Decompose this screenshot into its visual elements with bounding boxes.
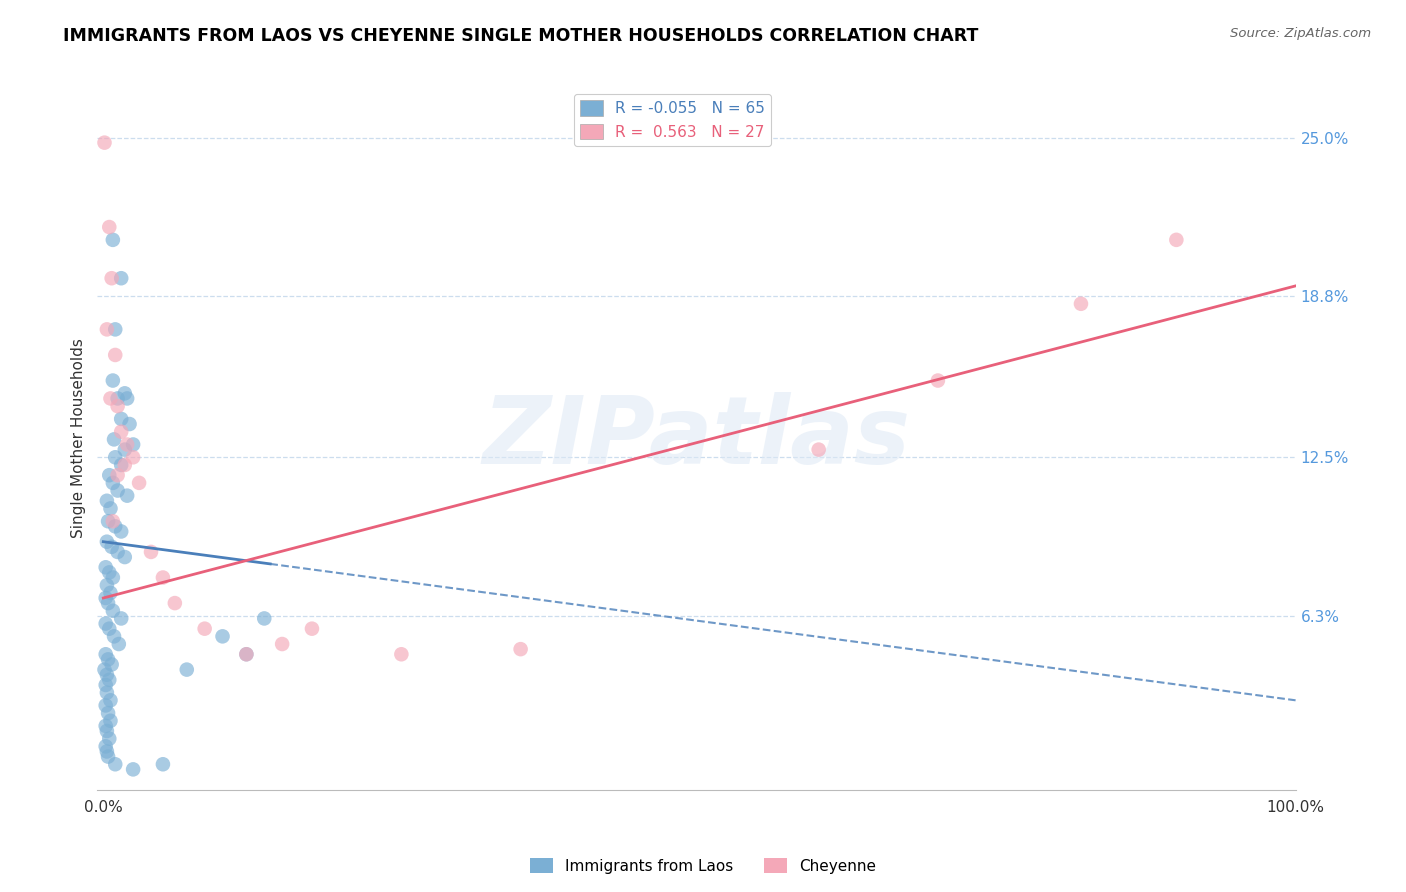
- Point: [118, 417, 141, 431]
- Point: [107, 468, 129, 483]
- Point: [97, 749, 120, 764]
- Point: [93, 663, 115, 677]
- Point: [103, 629, 125, 643]
- Point: [114, 549, 136, 564]
- Point: [98, 673, 121, 687]
- Point: [98, 468, 121, 483]
- Point: [301, 622, 323, 636]
- Point: [97, 706, 120, 720]
- Legend: R = -0.055   N = 65, R =  0.563   N = 27: R = -0.055 N = 65, R = 0.563 N = 27: [574, 94, 770, 145]
- Point: [94, 678, 117, 692]
- Point: [235, 647, 257, 661]
- Point: [110, 425, 132, 439]
- Point: [152, 757, 174, 772]
- Point: [94, 560, 117, 574]
- Point: [97, 514, 120, 528]
- Point: [100, 540, 122, 554]
- Point: [107, 483, 129, 498]
- Point: [94, 739, 117, 754]
- Point: [271, 637, 294, 651]
- Point: [98, 566, 121, 580]
- Point: [94, 647, 117, 661]
- Point: [98, 220, 121, 235]
- Point: [96, 534, 118, 549]
- Point: [104, 519, 127, 533]
- Point: [104, 757, 127, 772]
- Point: [97, 596, 120, 610]
- Point: [96, 744, 118, 758]
- Point: [94, 719, 117, 733]
- Point: [94, 591, 117, 605]
- Legend: Immigrants from Laos, Cheyenne: Immigrants from Laos, Cheyenne: [524, 852, 882, 880]
- Point: [110, 524, 132, 539]
- Point: [108, 637, 131, 651]
- Point: [101, 475, 124, 490]
- Text: Source: ZipAtlas.com: Source: ZipAtlas.com: [1230, 27, 1371, 40]
- Point: [122, 450, 145, 465]
- Point: [194, 622, 217, 636]
- Point: [1166, 233, 1188, 247]
- Point: [235, 647, 257, 661]
- Point: [103, 433, 125, 447]
- Point: [93, 136, 115, 150]
- Point: [110, 611, 132, 625]
- Point: [94, 616, 117, 631]
- Point: [96, 685, 118, 699]
- Point: [96, 578, 118, 592]
- Point: [152, 570, 174, 584]
- Point: [139, 545, 162, 559]
- Point: [115, 437, 138, 451]
- Point: [176, 663, 198, 677]
- Point: [96, 667, 118, 681]
- Point: [1070, 297, 1092, 311]
- Point: [114, 442, 136, 457]
- Point: [98, 731, 121, 746]
- Point: [107, 545, 129, 559]
- Point: [100, 714, 122, 728]
- Point: [100, 501, 122, 516]
- Point: [110, 412, 132, 426]
- Point: [107, 399, 129, 413]
- Point: [389, 647, 412, 661]
- Point: [114, 386, 136, 401]
- Point: [110, 271, 132, 285]
- Point: [100, 392, 122, 406]
- Point: [96, 322, 118, 336]
- Point: [114, 458, 136, 472]
- Point: [94, 698, 117, 713]
- Point: [101, 514, 124, 528]
- Point: [253, 611, 276, 625]
- Point: [96, 724, 118, 739]
- Point: [100, 586, 122, 600]
- Point: [101, 233, 124, 247]
- Point: [104, 322, 127, 336]
- Point: [98, 622, 121, 636]
- Point: [807, 442, 830, 457]
- Point: [104, 348, 127, 362]
- Point: [104, 450, 127, 465]
- Point: [509, 642, 531, 657]
- Point: [101, 374, 124, 388]
- Point: [107, 392, 129, 406]
- Point: [101, 570, 124, 584]
- Point: [115, 489, 138, 503]
- Y-axis label: Single Mother Households: Single Mother Households: [72, 338, 86, 538]
- Text: IMMIGRANTS FROM LAOS VS CHEYENNE SINGLE MOTHER HOUSEHOLDS CORRELATION CHART: IMMIGRANTS FROM LAOS VS CHEYENNE SINGLE …: [63, 27, 979, 45]
- Point: [115, 392, 138, 406]
- Point: [211, 629, 233, 643]
- Point: [122, 437, 145, 451]
- Point: [96, 493, 118, 508]
- Point: [122, 763, 145, 777]
- Point: [100, 693, 122, 707]
- Point: [100, 271, 122, 285]
- Point: [97, 652, 120, 666]
- Point: [128, 475, 150, 490]
- Text: ZIPatlas: ZIPatlas: [482, 392, 911, 484]
- Point: [101, 604, 124, 618]
- Point: [927, 374, 949, 388]
- Point: [100, 657, 122, 672]
- Point: [163, 596, 186, 610]
- Point: [110, 458, 132, 472]
